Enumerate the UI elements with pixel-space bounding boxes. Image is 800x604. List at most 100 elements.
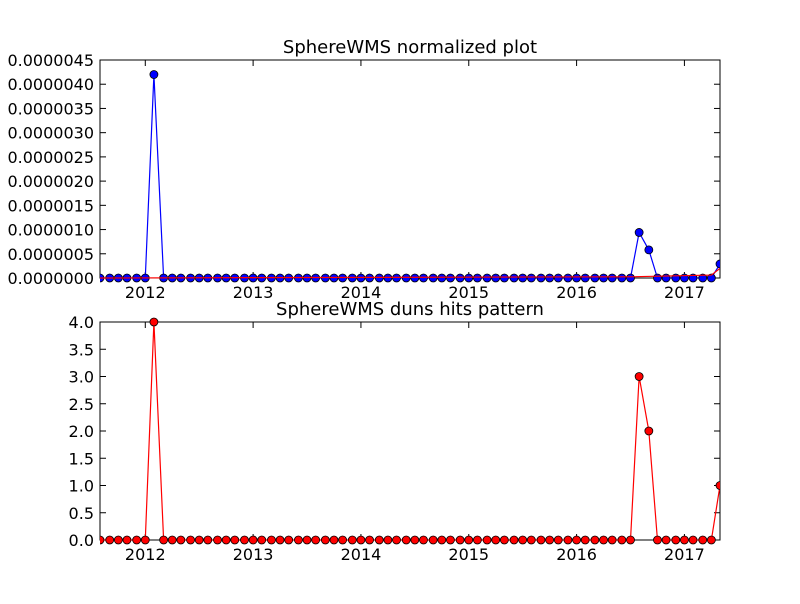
y-tick-label: 0.0000025 — [7, 148, 94, 167]
data-point — [267, 535, 276, 545]
data-point — [617, 273, 627, 283]
plot-area: 0.0000000 0.0000005 0.0000010 0.0000015 0.00… — [7, 51, 721, 302]
data-point — [572, 273, 581, 283]
data-point — [374, 535, 384, 545]
x-tick-label: 2015 — [448, 283, 489, 302]
data-point — [320, 535, 330, 545]
data-point — [671, 535, 681, 545]
x-tick-label: 2014 — [341, 545, 382, 564]
data-point — [580, 535, 590, 545]
x-tick-label: 2012 — [125, 545, 166, 564]
series-line — [100, 267, 720, 279]
data-point — [446, 535, 455, 545]
data-point — [706, 273, 716, 283]
data-point — [240, 535, 249, 545]
data-point — [680, 535, 689, 545]
data-point — [356, 535, 366, 545]
y-tick-label: 3.5 — [69, 340, 94, 359]
data-point — [661, 273, 671, 283]
data-point — [499, 535, 509, 545]
data-point — [715, 259, 720, 269]
data-point — [644, 245, 654, 255]
data-point — [132, 535, 142, 545]
data-point — [392, 273, 401, 283]
y-tick-label: 0.0000035 — [7, 99, 94, 118]
y-tick-label: 0.0000005 — [7, 245, 94, 264]
data-point — [491, 273, 501, 283]
series-group — [100, 317, 720, 545]
data-point — [311, 535, 321, 545]
data-point — [446, 273, 455, 283]
data-point — [634, 372, 644, 381]
data-point — [437, 535, 447, 545]
data-point — [644, 426, 654, 436]
subplot-normalized: SphereWMS normalized plot 0.00000000.000… — [7, 37, 721, 302]
data-point — [526, 535, 536, 545]
data-point — [599, 273, 608, 283]
data-point — [392, 535, 401, 545]
data-point — [626, 273, 635, 283]
data-point — [536, 273, 546, 283]
data-point — [293, 535, 303, 545]
data-point — [213, 535, 222, 545]
data-point — [536, 535, 546, 545]
data-point — [499, 273, 509, 283]
x-tick-label: 2013 — [233, 545, 274, 564]
data-point — [626, 535, 635, 545]
data-point — [365, 273, 374, 283]
data-point — [419, 273, 428, 283]
y-tick-label: 0.5 — [69, 504, 94, 523]
data-point — [464, 535, 474, 545]
data-point — [347, 535, 357, 545]
data-point — [401, 273, 411, 283]
data-point — [365, 535, 374, 545]
series-group — [100, 70, 720, 283]
data-point — [661, 535, 671, 545]
data-point — [617, 535, 627, 545]
y-tick-label: 1.0 — [69, 477, 94, 496]
data-point — [455, 535, 465, 545]
data-point — [100, 535, 105, 545]
data-point — [698, 535, 708, 545]
data-point — [302, 535, 312, 545]
data-point — [419, 535, 428, 545]
data-point — [105, 535, 115, 545]
x-tick-label: 2017 — [664, 545, 705, 564]
y-tick-label: 0.0000010 — [7, 221, 94, 240]
data-point — [275, 535, 285, 545]
data-point — [572, 535, 581, 545]
data-point — [338, 535, 348, 545]
data-point — [149, 317, 159, 327]
data-point — [509, 535, 519, 545]
data-point — [491, 535, 501, 545]
y-tick-label: 2.5 — [69, 395, 94, 414]
data-point — [472, 535, 482, 545]
data-point — [401, 535, 411, 545]
data-point — [545, 273, 555, 283]
data-point — [653, 535, 662, 545]
y-tick-label: 2.0 — [69, 422, 94, 441]
data-point — [472, 273, 482, 283]
y-tick-label: 0.0000000 — [7, 269, 94, 288]
data-point — [607, 273, 617, 283]
data-point — [167, 535, 177, 545]
y-tick-label: 0.0000020 — [7, 172, 94, 191]
data-point — [545, 535, 555, 545]
data-point — [122, 535, 132, 545]
data-point — [590, 273, 600, 283]
data-point — [221, 535, 231, 545]
subplot-duns-hits: SphereWMS duns hits pattern 0.0 0.5 1.0 1.5… — [69, 299, 721, 564]
data-point — [194, 535, 204, 545]
y-tick-label: 0.0000015 — [7, 196, 94, 215]
data-point — [688, 535, 698, 545]
x-tick-label: 2015 — [448, 545, 489, 564]
data-point — [464, 273, 474, 283]
data-point — [455, 273, 465, 283]
x-tick-label: 2012 — [125, 283, 166, 302]
data-point — [518, 273, 528, 283]
y-tick-label: 0.0000040 — [7, 75, 94, 94]
data-point — [248, 535, 258, 545]
data-point — [428, 535, 438, 545]
